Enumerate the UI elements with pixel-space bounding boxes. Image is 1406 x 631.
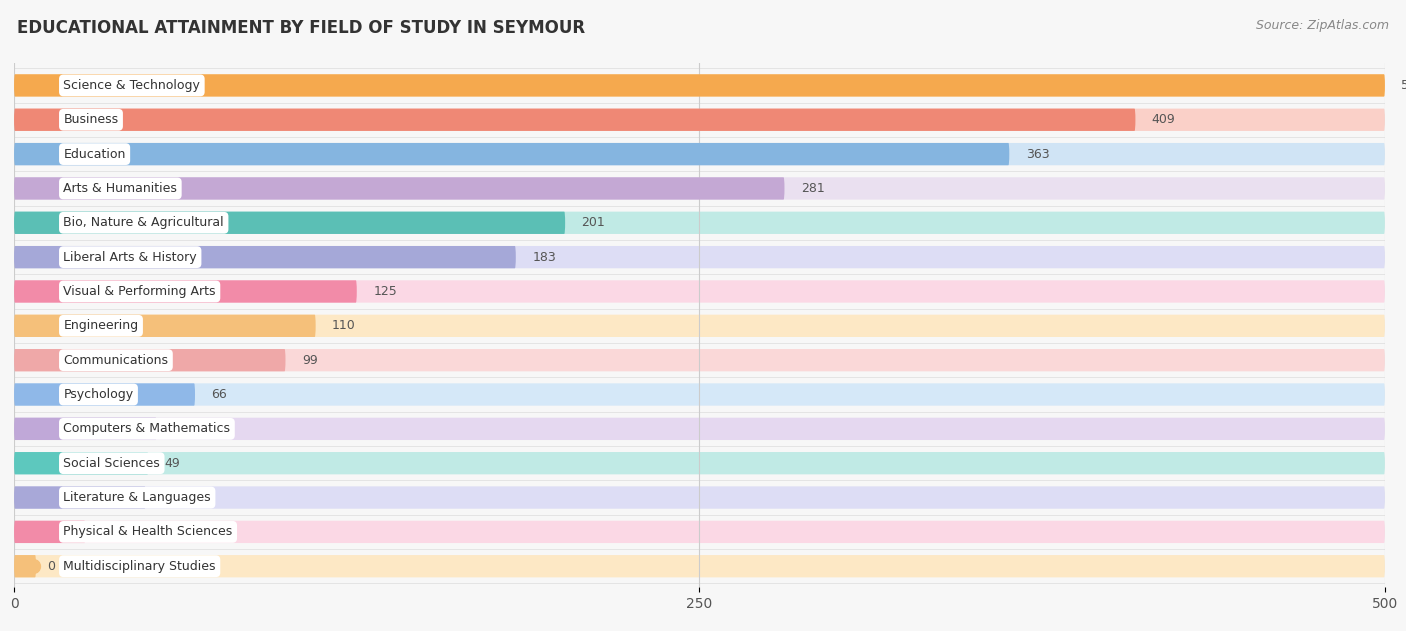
FancyBboxPatch shape	[14, 177, 1385, 199]
Text: 99: 99	[302, 353, 318, 367]
FancyBboxPatch shape	[14, 521, 1385, 543]
FancyBboxPatch shape	[14, 280, 1385, 303]
FancyBboxPatch shape	[14, 487, 1385, 509]
Text: 110: 110	[332, 319, 356, 333]
FancyBboxPatch shape	[14, 521, 86, 543]
Text: Education: Education	[63, 148, 125, 161]
FancyBboxPatch shape	[14, 211, 1385, 234]
FancyBboxPatch shape	[14, 74, 1385, 97]
FancyBboxPatch shape	[14, 384, 195, 406]
FancyBboxPatch shape	[14, 418, 156, 440]
FancyBboxPatch shape	[14, 452, 149, 475]
FancyBboxPatch shape	[14, 74, 1385, 97]
FancyBboxPatch shape	[14, 109, 1385, 131]
Text: Literature & Languages: Literature & Languages	[63, 491, 211, 504]
FancyBboxPatch shape	[14, 109, 1136, 131]
Text: 52: 52	[173, 422, 188, 435]
FancyBboxPatch shape	[14, 211, 565, 234]
Text: 125: 125	[373, 285, 396, 298]
Text: Social Sciences: Social Sciences	[63, 457, 160, 469]
Text: 201: 201	[582, 216, 606, 229]
Text: Engineering: Engineering	[63, 319, 139, 333]
FancyBboxPatch shape	[14, 177, 785, 199]
FancyBboxPatch shape	[14, 246, 516, 268]
FancyBboxPatch shape	[14, 555, 37, 577]
FancyBboxPatch shape	[14, 143, 1010, 165]
FancyBboxPatch shape	[14, 384, 1385, 406]
FancyBboxPatch shape	[14, 280, 357, 303]
Text: EDUCATIONAL ATTAINMENT BY FIELD OF STUDY IN SEYMOUR: EDUCATIONAL ATTAINMENT BY FIELD OF STUDY…	[17, 19, 585, 37]
Text: Liberal Arts & History: Liberal Arts & History	[63, 251, 197, 264]
Text: 183: 183	[533, 251, 555, 264]
Text: Psychology: Psychology	[63, 388, 134, 401]
FancyBboxPatch shape	[14, 143, 1385, 165]
Text: Communications: Communications	[63, 353, 169, 367]
Text: Arts & Humanities: Arts & Humanities	[63, 182, 177, 195]
Text: 363: 363	[1026, 148, 1049, 161]
FancyBboxPatch shape	[14, 315, 316, 337]
Text: 66: 66	[211, 388, 228, 401]
FancyBboxPatch shape	[14, 487, 146, 509]
FancyBboxPatch shape	[14, 246, 1385, 268]
Text: Science & Technology: Science & Technology	[63, 79, 200, 92]
Text: Source: ZipAtlas.com: Source: ZipAtlas.com	[1256, 19, 1389, 32]
Text: Computers & Mathematics: Computers & Mathematics	[63, 422, 231, 435]
Text: 0: 0	[46, 560, 55, 573]
Text: Visual & Performing Arts: Visual & Performing Arts	[63, 285, 217, 298]
Text: 500: 500	[1402, 79, 1406, 92]
Text: 409: 409	[1152, 114, 1175, 126]
Text: 48: 48	[162, 491, 179, 504]
Text: 49: 49	[165, 457, 180, 469]
FancyBboxPatch shape	[14, 315, 1385, 337]
Text: Physical & Health Sciences: Physical & Health Sciences	[63, 526, 232, 538]
Text: Bio, Nature & Agricultural: Bio, Nature & Agricultural	[63, 216, 224, 229]
FancyBboxPatch shape	[14, 452, 1385, 475]
FancyBboxPatch shape	[14, 418, 1385, 440]
Text: 26: 26	[101, 526, 118, 538]
Text: Business: Business	[63, 114, 118, 126]
FancyBboxPatch shape	[14, 555, 1385, 577]
Text: 281: 281	[801, 182, 825, 195]
FancyBboxPatch shape	[14, 349, 1385, 371]
FancyBboxPatch shape	[14, 349, 285, 371]
Text: Multidisciplinary Studies: Multidisciplinary Studies	[63, 560, 217, 573]
